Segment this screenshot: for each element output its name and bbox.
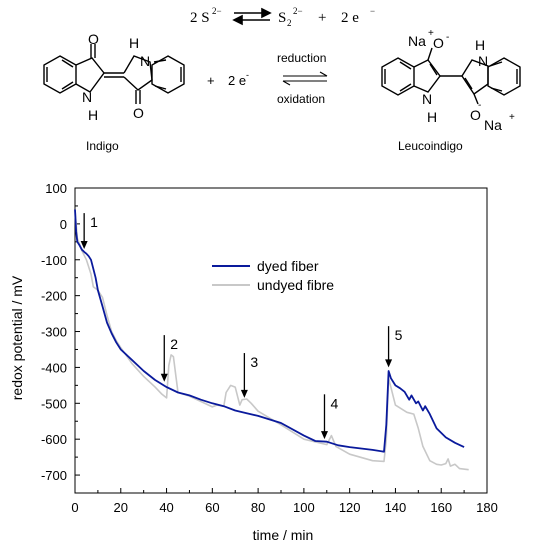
x-tick-label: 100 (293, 500, 315, 515)
reduction-label: reduction (277, 51, 326, 65)
leuco-o-bottom: O (470, 107, 481, 123)
y-tick-label: -400 (41, 360, 67, 375)
indigo-n-top: N (140, 53, 150, 69)
equation-electrons-charge: − (370, 6, 375, 16)
series-undyed-fibre-line (74, 209, 469, 471)
leuco-h-top: H (475, 37, 485, 53)
sulfide-left-charge: 2− (212, 6, 222, 16)
leuco-n-bottom: N (422, 91, 432, 107)
leuco-h-bottom: H (427, 109, 437, 125)
leuco-o-top: O (433, 35, 444, 51)
disulfide-charge: 2− (293, 6, 303, 16)
leuco-na-top: Na (408, 33, 426, 49)
y-tick-label: -600 (41, 432, 67, 447)
reaction-plus: + (207, 73, 215, 88)
x-tick-label: 180 (476, 500, 498, 515)
leuco-minus-top: - (446, 32, 449, 43)
y-tick-label: -700 (41, 468, 67, 483)
annotation-arrow-head (240, 389, 248, 398)
y-tick-label: 0 (60, 217, 67, 232)
leuco-plus-top: + (428, 28, 434, 39)
y-tick-label: 100 (45, 181, 67, 196)
indigo-label: Indigo (86, 139, 119, 153)
x-axis: 0 20 40 60 80 100 120 140 160 180 (71, 488, 498, 515)
y-axis: 100 0 -100 -200 -300 -400 -500 -600 -700 (41, 181, 80, 494)
annotation-arrow-head (80, 241, 88, 249)
annotation-label: 1 (90, 214, 98, 230)
annotation-arrow-head (385, 359, 393, 368)
y-tick-label: -300 (41, 325, 67, 340)
annotation-label: 3 (250, 354, 258, 370)
y-axis-label: redox potential / mV (9, 275, 25, 400)
leucoindigo-label: Leucoindigo (398, 139, 463, 153)
equilibrium-arrows (232, 7, 272, 26)
indigo-o-bottom: O (133, 105, 144, 121)
sulfide-left: 2 S (190, 10, 210, 26)
annotation-label: 4 (330, 395, 338, 411)
y-tick-label: -100 (41, 253, 67, 268)
leuco-minus-bottom: - (478, 100, 481, 111)
x-tick-label: 60 (205, 500, 219, 515)
equation-electrons: 2 e (341, 10, 359, 26)
x-axis-label: time / min (253, 527, 314, 543)
reaction-electrons-charge: - (246, 70, 249, 80)
annotation-arrow-head (320, 431, 328, 440)
sulfide-equation: 2 S 2− S 2 2− + 2 e − (190, 6, 375, 28)
disulfide: S (278, 10, 286, 26)
reduction-oxidation-arrows (282, 71, 328, 86)
legend-label: dyed fiber (257, 258, 319, 274)
y-tick-label: -500 (41, 396, 67, 411)
leucoindigo-structure (381, 47, 521, 105)
series-dyed-fiber-line (74, 209, 465, 453)
legend: dyed fiber undyed fibre (212, 258, 334, 293)
equation-plus: + (318, 10, 326, 26)
plot-border (74, 187, 488, 494)
indigo-structure (43, 44, 185, 104)
annotation-layer: 1 2 3 4 5 (80, 213, 403, 440)
leuco-n-top: N (478, 53, 488, 69)
annotation-label: 2 (170, 336, 178, 352)
oxidation-label: oxidation (277, 92, 325, 106)
reaction-electrons: 2 e (228, 73, 246, 88)
reaction-arrows: + 2 e - reduction oxidation (207, 51, 328, 106)
x-tick-label: 160 (430, 500, 452, 515)
x-tick-label: 80 (251, 500, 265, 515)
leuco-plus-bottom: + (509, 112, 515, 123)
x-tick-label: 40 (159, 500, 173, 515)
x-tick-label: 20 (114, 500, 128, 515)
annotation-arrow-head (160, 373, 168, 382)
y-tick-label: -200 (41, 289, 67, 304)
indigo-n-bottom: N (82, 89, 92, 105)
redox-chart: 0 20 40 60 80 100 120 140 160 180 100 0 -100 -200 -30… (9, 181, 498, 543)
x-tick-label: 120 (339, 500, 361, 515)
series-layer (74, 209, 469, 471)
x-tick-label: 140 (385, 500, 407, 515)
plot-frame (74, 187, 488, 494)
x-tick-label: 0 (71, 500, 78, 515)
leuco-na-bottom: Na (484, 117, 502, 133)
legend-label: undyed fibre (257, 277, 334, 293)
disulfide-sub: 2 (287, 18, 292, 28)
indigo-h-top: H (129, 35, 139, 51)
leucoindigo-atoms: Na + O - H N N H O - Na + (408, 28, 515, 133)
annotation-label: 5 (395, 327, 403, 343)
indigo-h-bottom: H (88, 107, 98, 123)
indigo-o-top: O (88, 31, 99, 47)
indigo-atoms: O H N N H O (82, 31, 150, 123)
